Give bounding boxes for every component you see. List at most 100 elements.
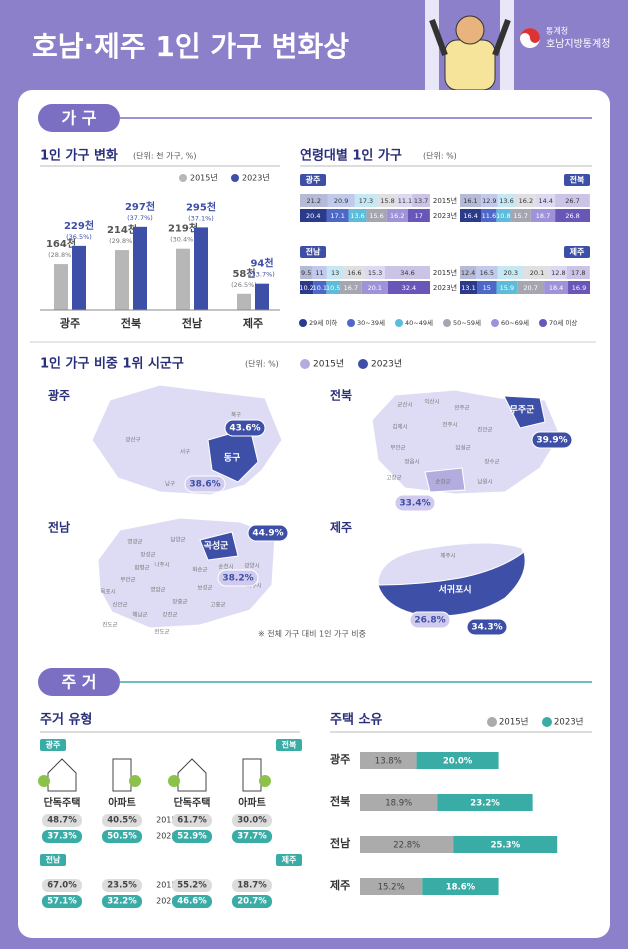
district-label: 해남군 [132,611,147,619]
title: 호남·제주 1인 가구 변화상 [32,30,349,63]
segment-label: 12.9 [482,197,496,205]
district-label: 무주군 [510,405,536,416]
share-pill [172,895,212,908]
segment-label: 15.9 [500,284,514,292]
segment-label: 13.7 [414,197,428,205]
legend-label: 50~59세 [453,318,481,327]
legend-swatch [491,319,499,327]
region-pill [564,174,590,186]
segment [354,194,378,207]
value-label: 214천 [107,223,137,236]
district-label: 제주시 [440,552,455,560]
pin-label: 38.2% [222,574,253,584]
district-label: 서구 [180,448,190,456]
segment [497,194,516,207]
segment-label: 17 [415,212,423,220]
district-label: 남구 [165,480,175,488]
district-label: 고창군 [386,474,401,482]
district-label: 익산시 [424,398,439,406]
segment [343,266,366,279]
segment-label: 11.1 [398,197,412,205]
map-title: 전남 [48,520,70,535]
value-label: 229천 [64,219,94,232]
region-label: 전남 [306,247,321,257]
share-pill [102,879,142,892]
icon [242,758,262,792]
district-label: 북구 [231,412,241,419]
pin [466,618,508,636]
card [18,90,610,938]
legend-swatch [231,174,239,182]
segment [300,209,327,222]
district-label: 장성군 [140,551,155,559]
bar [360,794,438,811]
share-label: 37.3% [47,832,77,842]
share-label: 37.7% [237,832,267,842]
segment-label: 16.5 [480,269,494,277]
segment-label: 10.1 [313,284,327,292]
unit: (단위: 천 가구, %) [133,151,197,161]
share-label: 30.0% [237,816,267,826]
type-label: 아파트 [238,796,266,809]
region-pill [564,246,590,258]
share-pill [172,830,212,843]
segment-label: 32.4 [402,284,416,292]
segment-label: 16.4 [463,212,477,220]
bar [115,250,129,310]
type-label: 단독주택 [44,796,81,809]
district-label: 영광군 [127,538,142,546]
year-label: 2015년 [433,268,457,277]
segment [407,209,430,222]
segment-label: 11 [315,269,323,277]
legend-swatch [299,319,307,327]
district-label: 서귀포시 [438,584,471,596]
value-label: 164천 [46,237,76,250]
segment-label: 10.5 [326,284,340,292]
share-label: 40.5% [107,816,137,826]
note: ※ 전체 가구 대비 1인 가구 비중 [258,629,366,639]
segment [477,281,497,294]
segment-label: 16.9 [572,284,586,292]
segment [460,194,481,207]
icon [168,775,180,787]
map-title: 제주 [330,521,352,535]
pin [409,611,451,629]
share-label: 18.7% [237,881,267,891]
value-label: 295천 [186,200,216,213]
legend-label: 2015년 [499,717,528,728]
segment-label: 17.1 [330,212,344,220]
segment-label: 26.7 [565,197,579,205]
pin [394,494,436,512]
share-pill [42,814,82,827]
segment [313,281,327,294]
year-label: 2015년 [156,815,184,825]
segment-label: 9.5 [301,269,311,277]
district-label: 곡성군 [204,540,230,552]
share-pill [172,814,212,827]
segment [365,266,386,279]
year-label: 2023년 [156,896,184,906]
logo-mark [520,28,540,43]
segment-label: 20.7 [523,284,537,292]
segment-label: 21.2 [307,197,321,205]
segment-label: 12.8 [551,269,565,277]
segment [397,194,413,207]
share-pill [232,895,272,908]
legend-swatch [395,319,403,327]
bar [237,293,251,310]
district-label: 부안군 [390,445,405,452]
district-label: 진안군 [477,426,492,434]
segment [496,281,518,294]
share-pill [102,830,142,843]
segment-label: 15.7 [513,212,527,220]
share-label: (37.7%) [127,214,153,222]
segment [555,209,590,222]
district-label: 김제시 [392,423,407,431]
value-label: 22.8% [393,841,420,851]
district-label: 무안군 [120,577,135,584]
pin-label: 33.4% [399,499,430,509]
share-label: 32.2% [107,897,137,907]
icon [47,758,77,792]
chart-title: 주거 유형 [40,712,92,728]
agency: 통계청 [546,26,568,36]
